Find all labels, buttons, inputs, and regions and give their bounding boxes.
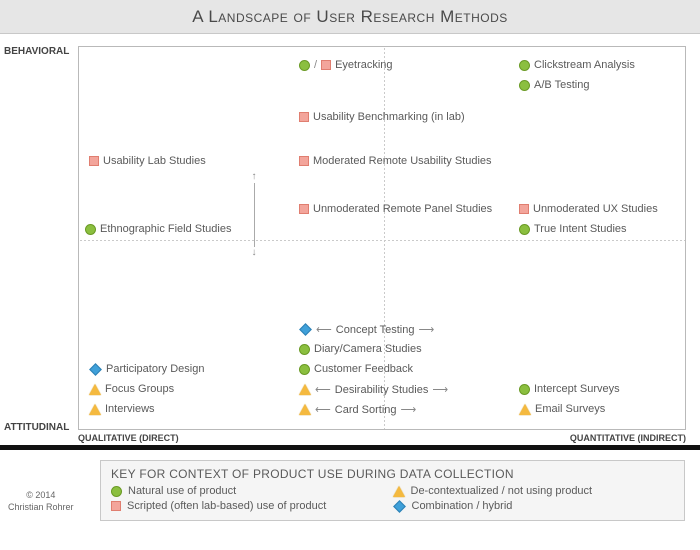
slash-icon: / [314, 59, 317, 71]
triangle-icon [299, 384, 311, 395]
method-point: Moderated Remote Usability Studies [299, 155, 492, 167]
legend-item: Combination / hybrid [393, 500, 675, 512]
method-point: Customer Feedback [299, 363, 413, 375]
circle-icon [519, 384, 530, 395]
method-point: ⟵ Card Sorting ⟶ [299, 403, 416, 416]
legend-item: De-contextualized / not using product [393, 485, 675, 497]
circle-icon [111, 486, 122, 497]
method-point: Diary/Camera Studies [299, 343, 422, 355]
method-point: Unmoderated UX Studies [519, 203, 658, 215]
axis-label-behavioral: BEHAVIORAL [4, 46, 69, 57]
method-point: Focus Groups [89, 383, 174, 395]
method-label: Ethnographic Field Studies [100, 223, 231, 235]
method-point: Unmoderated Remote Panel Studies [299, 203, 492, 215]
square-icon [89, 156, 99, 166]
method-label: Desirability Studies [335, 384, 429, 396]
legend-grid: Natural use of product De-contextualized … [111, 485, 674, 512]
method-label: Concept Testing [336, 324, 415, 336]
circle-icon [299, 364, 310, 375]
grid-horizontal [79, 239, 685, 241]
square-icon [111, 501, 121, 511]
circle-icon [299, 344, 310, 355]
method-label: Customer Feedback [314, 363, 413, 375]
chart-area: BEHAVIORAL ATTITUDINAL / Eyetracking Click… [0, 34, 700, 444]
triangle-icon [299, 404, 311, 415]
method-point: True Intent Studies [519, 223, 627, 235]
method-label: Unmoderated Remote Panel Studies [313, 203, 492, 215]
method-label: Diary/Camera Studies [314, 343, 422, 355]
method-point: / Eyetracking [299, 59, 393, 71]
triangle-icon [89, 384, 101, 395]
vertical-arrow-icon: ↑↓ [249, 173, 259, 257]
legend-item-label: Scripted (often lab-based) use of produc… [127, 500, 326, 512]
method-point: Interviews [89, 403, 155, 415]
method-point: ⟵ Concept Testing⟶ [299, 323, 434, 336]
method-point: ⟵ Desirability Studies⟶ [299, 383, 448, 396]
method-label: Eyetracking [335, 59, 392, 71]
square-icon [321, 60, 331, 70]
plot-region: / Eyetracking Clickstream Analysis A/B Test… [78, 46, 686, 430]
circle-icon [519, 224, 530, 235]
circle-icon [519, 80, 530, 91]
diamond-icon [299, 323, 312, 336]
method-label: Moderated Remote Usability Studies [313, 155, 492, 167]
separator-bar [0, 445, 700, 450]
square-icon [519, 204, 529, 214]
triangle-icon [89, 404, 101, 415]
method-point: Ethnographic Field Studies [85, 223, 231, 235]
circle-icon [299, 60, 310, 71]
legend-item: Natural use of product [111, 485, 393, 497]
axis-label-quantitative: QUANTITATIVE (INDIRECT) [570, 433, 686, 443]
method-point: Participatory Design [89, 363, 204, 375]
legend-item-label: Combination / hybrid [412, 500, 513, 512]
method-label: Interviews [105, 403, 155, 415]
method-point: Intercept Surveys [519, 383, 620, 395]
diamond-icon [393, 500, 406, 513]
method-label: Unmoderated UX Studies [533, 203, 658, 215]
axis-label-qualitative: QUALITATIVE (DIRECT) [78, 433, 179, 443]
arrow-left-icon: ⟵ [315, 383, 331, 396]
legend-box: KEY FOR CONTEXT OF PRODUCT USE DURING DA… [100, 460, 685, 521]
circle-icon [85, 224, 96, 235]
credit-author: Christian Rohrer [8, 502, 74, 514]
diamond-icon [89, 363, 102, 376]
method-label: Usability Lab Studies [103, 155, 206, 167]
method-label: Focus Groups [105, 383, 174, 395]
method-label: Usability Benchmarking (in lab) [313, 111, 465, 123]
triangle-icon [519, 404, 531, 415]
method-point: Usability Benchmarking (in lab) [299, 111, 465, 123]
legend-item: Scripted (often lab-based) use of produc… [111, 500, 393, 512]
arrow-right-icon: ⟶ [418, 323, 434, 336]
page-title: A Landscape of User Research Methods [0, 0, 700, 34]
arrow-right-icon: ⟶ [432, 383, 448, 396]
method-point: Email Surveys [519, 403, 605, 415]
legend-title: KEY FOR CONTEXT OF PRODUCT USE DURING DA… [111, 467, 674, 481]
method-label: Intercept Surveys [534, 383, 620, 395]
method-label: True Intent Studies [534, 223, 627, 235]
credit-year: © 2014 [8, 490, 74, 502]
method-label: Card Sorting [335, 404, 397, 416]
triangle-icon [393, 486, 405, 497]
arrow-left-icon: ⟵ [316, 323, 332, 336]
axis-label-attitudinal: ATTITUDINAL [4, 422, 69, 433]
square-icon [299, 112, 309, 122]
circle-icon [519, 60, 530, 71]
square-icon [299, 204, 309, 214]
method-point: Clickstream Analysis [519, 59, 635, 71]
legend-item-label: De-contextualized / not using product [411, 485, 593, 497]
method-label: Email Surveys [535, 403, 605, 415]
credit-text: © 2014 Christian Rohrer [8, 490, 74, 513]
legend-item-label: Natural use of product [128, 485, 236, 497]
method-point: Usability Lab Studies [89, 155, 206, 167]
square-icon [299, 156, 309, 166]
method-point: A/B Testing [519, 79, 589, 91]
method-label: Clickstream Analysis [534, 59, 635, 71]
method-label: A/B Testing [534, 79, 589, 91]
method-label: Participatory Design [106, 363, 204, 375]
arrow-right-icon: ⟶ [401, 403, 417, 416]
arrow-left-icon: ⟵ [315, 403, 331, 416]
